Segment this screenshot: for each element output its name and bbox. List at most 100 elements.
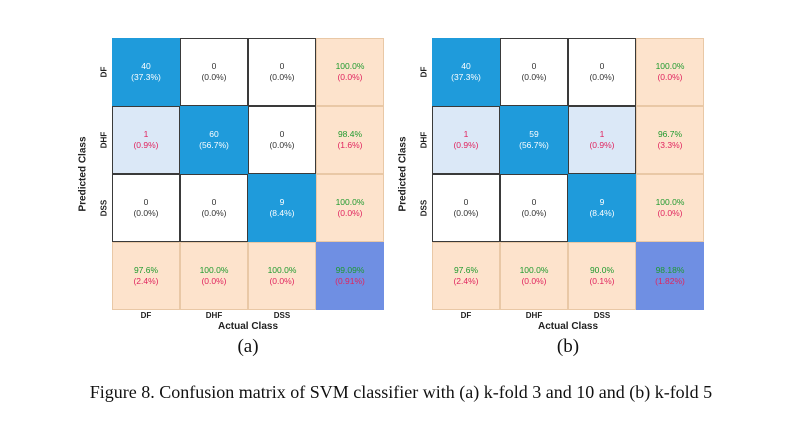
cell-percent: (37.3%) bbox=[131, 72, 161, 82]
cell-count: 1 bbox=[599, 129, 605, 139]
cell-count: 1 bbox=[463, 129, 469, 139]
y-tick-text: DHF bbox=[419, 131, 429, 149]
summary-correct: 97.6% bbox=[453, 265, 479, 275]
matrix-cell: 59 (56.7%) bbox=[500, 106, 568, 174]
cell-percent: (0.0%) bbox=[521, 72, 547, 82]
overall-correct: 98.18% bbox=[655, 265, 685, 275]
y-tick-text: DF bbox=[99, 66, 109, 78]
summary-correct: 100.0% bbox=[655, 61, 685, 71]
summary-error: (3.3%) bbox=[657, 140, 683, 150]
cell-percent: (0.0%) bbox=[269, 140, 295, 150]
col-summary-cell: 97.6% (2.4%) bbox=[112, 242, 180, 310]
cell-percent: (8.4%) bbox=[589, 208, 615, 218]
matrix-cell: 0 (0.0%) bbox=[180, 38, 248, 106]
x-tick-label: DHF bbox=[525, 311, 543, 320]
y-axis-title: Predicted Class bbox=[76, 106, 90, 242]
cell-count: 0 bbox=[143, 197, 149, 207]
cell-percent: (8.4%) bbox=[269, 208, 295, 218]
summary-error: (0.0%) bbox=[337, 72, 363, 82]
matrix-cell: 0 (0.0%) bbox=[500, 38, 568, 106]
y-tick-text: DSS bbox=[99, 199, 109, 217]
y-tick-label: DF bbox=[418, 38, 430, 106]
x-tick-label: DF bbox=[140, 311, 152, 320]
summary-correct: 100.0% bbox=[335, 197, 365, 207]
row-summary-cell: 100.0% (0.0%) bbox=[316, 38, 384, 106]
summary-error: (0.0%) bbox=[337, 208, 363, 218]
matrix-grid: 40 (37.3%) 0 (0.0%) 0 (0.0%) 1 (0.9%) 60 (56.7%) 0… bbox=[112, 38, 384, 310]
cell-count: 40 bbox=[141, 61, 151, 71]
cell-percent: (0.0%) bbox=[133, 208, 159, 218]
cell-percent: (0.9%) bbox=[453, 140, 479, 150]
row-summary-cell: 98.4% (1.6%) bbox=[316, 106, 384, 174]
overall-error: (1.82%) bbox=[655, 276, 685, 286]
col-summary-cell: 100.0% (0.0%) bbox=[500, 242, 568, 310]
matrix-cell: 0 (0.0%) bbox=[248, 106, 316, 174]
cell-percent: (0.9%) bbox=[133, 140, 159, 150]
cell-percent: (56.7%) bbox=[519, 140, 549, 150]
cell-count: 0 bbox=[531, 197, 537, 207]
confusion-matrix-b: 40 (37.3%) 0 (0.0%) 0 (0.0%) 1 (0.9%) 59 (56.7%) 1… bbox=[360, 38, 704, 357]
summary-error: (1.6%) bbox=[337, 140, 363, 150]
x-axis-title: Actual Class bbox=[217, 321, 279, 332]
summary-correct: 100.0% bbox=[199, 265, 229, 275]
overall-accuracy-cell: 99.09% (0.91%) bbox=[316, 242, 384, 310]
x-tick-label: DHF bbox=[205, 311, 223, 320]
cell-count: 59 bbox=[529, 129, 539, 139]
summary-error: (0.0%) bbox=[657, 208, 683, 218]
summary-correct: 100.0% bbox=[267, 265, 297, 275]
col-summary-cell: 97.6% (2.4%) bbox=[432, 242, 500, 310]
matrix-cell: 0 (0.0%) bbox=[500, 174, 568, 242]
y-tick-label: DHF bbox=[98, 106, 110, 174]
matrix-grid: 40 (37.3%) 0 (0.0%) 0 (0.0%) 1 (0.9%) 59 (56.7%) 1… bbox=[432, 38, 704, 310]
matrix-cell: 1 (0.9%) bbox=[568, 106, 636, 174]
cell-count: 9 bbox=[279, 197, 285, 207]
summary-error: (2.4%) bbox=[133, 276, 159, 286]
cell-percent: (0.0%) bbox=[201, 72, 227, 82]
cell-percent: (37.3%) bbox=[451, 72, 481, 82]
row-summary-cell: 100.0% (0.0%) bbox=[316, 174, 384, 242]
figure-caption: Figure 8. Confusion matrix of SVM classi… bbox=[89, 382, 713, 402]
y-tick-text: DHF bbox=[99, 131, 109, 149]
col-summary-cell: 100.0% (0.0%) bbox=[180, 242, 248, 310]
summary-error: (0.0%) bbox=[269, 276, 295, 286]
summary-correct: 100.0% bbox=[519, 265, 549, 275]
summary-error: (0.0%) bbox=[201, 276, 227, 286]
cell-count: 0 bbox=[599, 61, 605, 71]
y-tick-label: DSS bbox=[418, 174, 430, 242]
cell-count: 9 bbox=[599, 197, 605, 207]
matrix-cell: 0 (0.0%) bbox=[112, 174, 180, 242]
overall-correct: 99.09% bbox=[335, 265, 365, 275]
summary-correct: 97.6% bbox=[133, 265, 159, 275]
col-summary-cell: 100.0% (0.0%) bbox=[248, 242, 316, 310]
cell-percent: (56.7%) bbox=[199, 140, 229, 150]
y-tick-label: DHF bbox=[418, 106, 430, 174]
cell-percent: (0.0%) bbox=[589, 72, 615, 82]
cell-percent: (0.9%) bbox=[589, 140, 615, 150]
y-axis-title-text: Predicted Class bbox=[397, 136, 409, 212]
summary-correct: 98.4% bbox=[337, 129, 363, 139]
summary-error: (0.0%) bbox=[521, 276, 547, 286]
cell-count: 60 bbox=[209, 129, 219, 139]
cell-percent: (0.0%) bbox=[269, 72, 295, 82]
matrix-cell: 9 (8.4%) bbox=[568, 174, 636, 242]
confusion-matrix-a: 40 (37.3%) 0 (0.0%) 0 (0.0%) 1 (0.9%) 60 (56.7%) 0… bbox=[40, 38, 384, 357]
overall-accuracy-cell: 98.18% (1.82%) bbox=[636, 242, 704, 310]
y-tick-text: DSS bbox=[419, 199, 429, 217]
x-tick-label: DSS bbox=[593, 311, 611, 320]
y-axis-title-text: Predicted Class bbox=[77, 136, 89, 212]
summary-error: (0.1%) bbox=[589, 276, 615, 286]
summary-error: (2.4%) bbox=[453, 276, 479, 286]
matrix-cell: 0 (0.0%) bbox=[248, 38, 316, 106]
matrix-cell: 9 (8.4%) bbox=[248, 174, 316, 242]
cell-count: 0 bbox=[531, 61, 537, 71]
cell-count: 1 bbox=[143, 129, 149, 139]
summary-correct: 96.7% bbox=[657, 129, 683, 139]
row-summary-cell: 96.7% (3.3%) bbox=[636, 106, 704, 174]
cell-count: 0 bbox=[279, 129, 285, 139]
y-tick-label: DF bbox=[98, 38, 110, 106]
summary-error: (0.0%) bbox=[657, 72, 683, 82]
row-summary-cell: 100.0% (0.0%) bbox=[636, 174, 704, 242]
cell-count: 0 bbox=[211, 61, 217, 71]
cell-count: 0 bbox=[279, 61, 285, 71]
matrix-cell: 40 (37.3%) bbox=[432, 38, 500, 106]
